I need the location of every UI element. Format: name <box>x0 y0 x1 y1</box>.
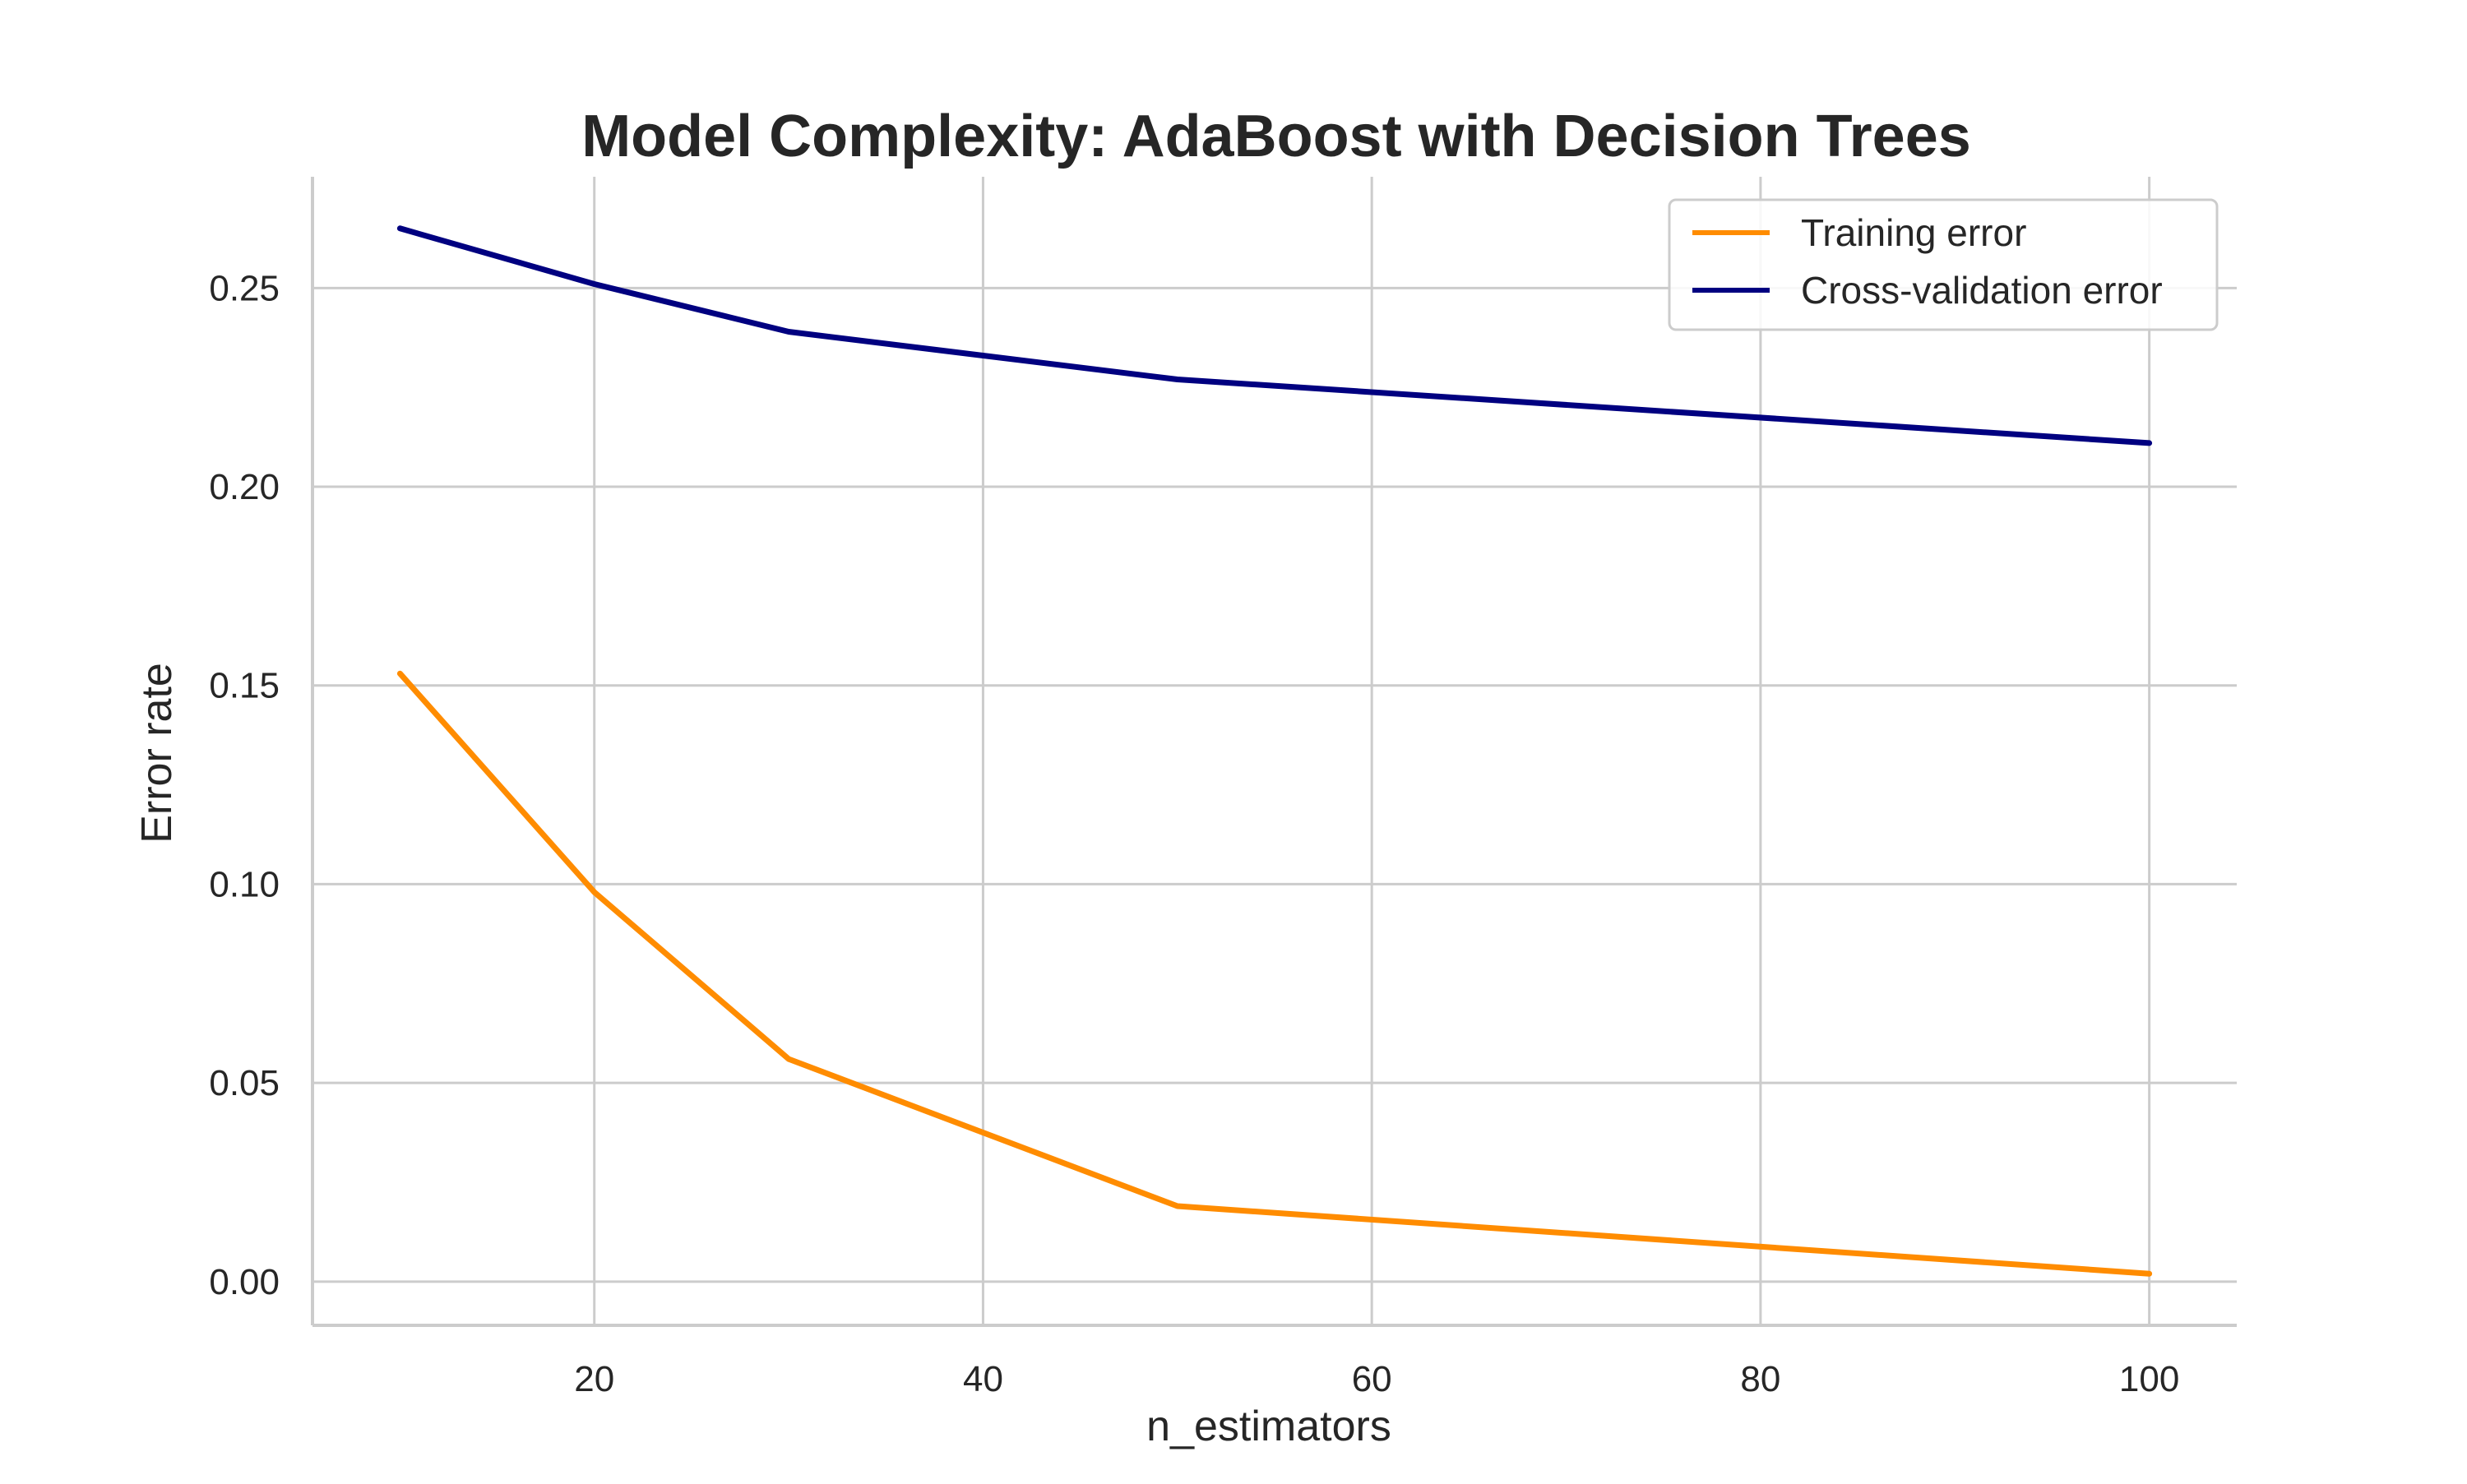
legend-frame <box>1668 198 2219 331</box>
x-tick-label: 40 <box>963 1359 1003 1399</box>
grid <box>312 177 2237 1325</box>
x-tick-label: 100 <box>2119 1359 2179 1399</box>
y-tick-label: 0.05 <box>209 1063 280 1103</box>
y-tick-label: 0.20 <box>209 467 280 507</box>
series-lines <box>396 225 2153 1277</box>
series-line-training-error <box>396 670 2153 1277</box>
y-tick-label: 0.10 <box>209 864 280 904</box>
y-axis-label: Error rate <box>133 663 181 844</box>
y-tick-label: 0.00 <box>209 1262 280 1302</box>
tick-labels: 20 40 60 80 100 0.00 0.05 0.10 0.15 0.20 0.25 <box>209 268 2179 1399</box>
x-tick-label: 80 <box>1740 1359 1780 1399</box>
legend-label-training-error: Training error <box>1801 211 2026 254</box>
chart-title: Model Complexity: AdaBoost with Decision… <box>581 104 1971 169</box>
series-line-cross-validation-error <box>396 225 2153 446</box>
legend-label-cross-validation-error: Cross-validation error <box>1801 269 2163 312</box>
x-axis-label: n_estimators <box>1146 1403 1391 1450</box>
legend: Training error Cross-validation error <box>1668 198 2219 331</box>
x-tick-label: 60 <box>1352 1359 1392 1399</box>
x-tick-label: 20 <box>574 1359 614 1399</box>
y-tick-label: 0.15 <box>209 666 280 706</box>
axes-spines <box>311 177 2237 1327</box>
y-tick-label: 0.25 <box>209 268 280 308</box>
